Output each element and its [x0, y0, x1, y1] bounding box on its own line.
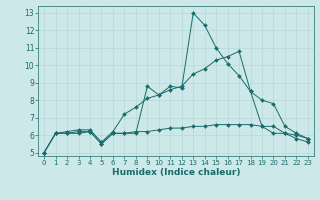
X-axis label: Humidex (Indice chaleur): Humidex (Indice chaleur)	[112, 168, 240, 177]
